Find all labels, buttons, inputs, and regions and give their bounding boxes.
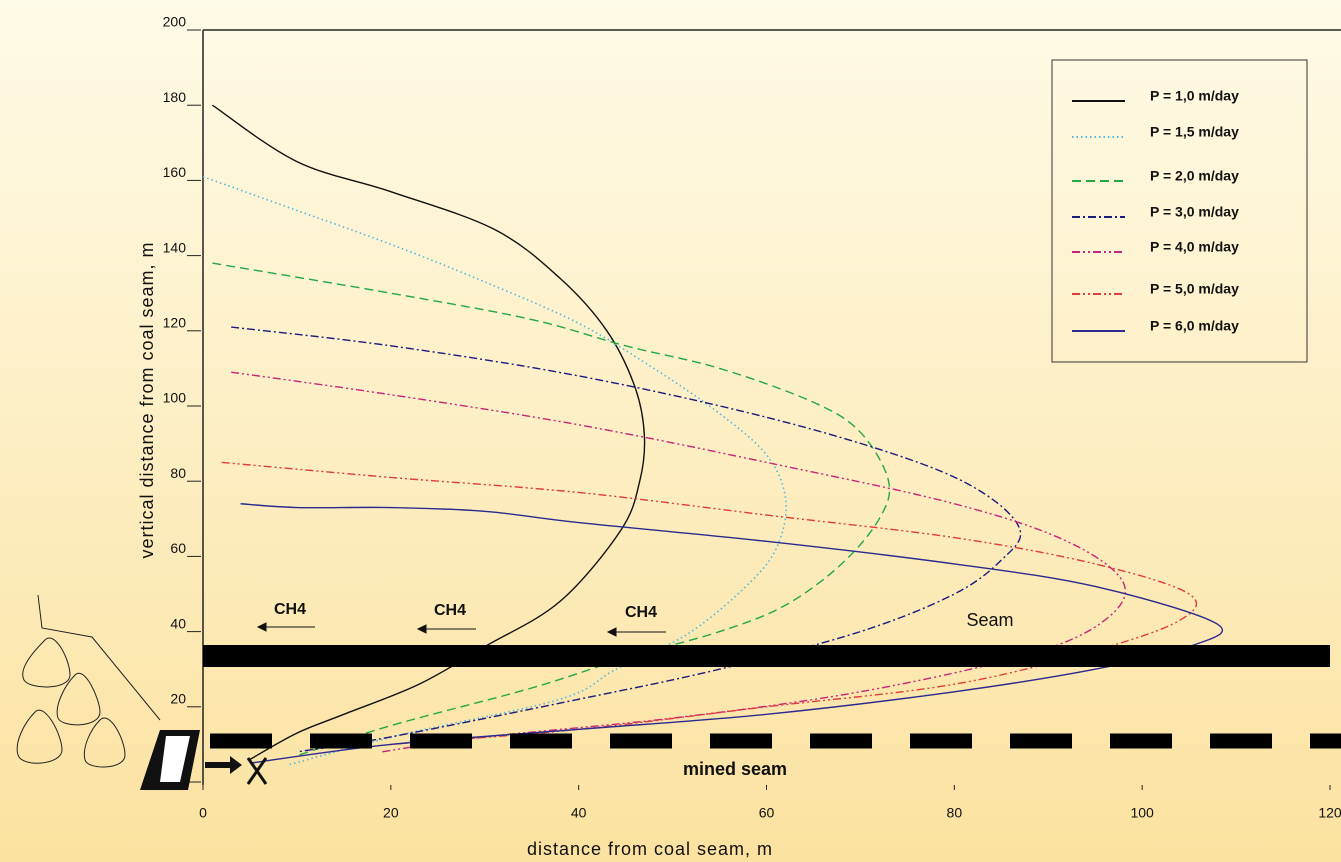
annotation: Seam (966, 610, 1013, 630)
x-tick-label: 100 (1130, 805, 1154, 821)
legend-label: P = 2,0 m/day (1150, 168, 1239, 184)
y-tick-label: 120 (163, 315, 187, 331)
x-tick-label: 20 (383, 805, 399, 821)
legend-label: P = 4,0 m/day (1150, 239, 1239, 255)
y-tick-label: 80 (170, 465, 186, 481)
legend-label: P = 3,0 m/day (1150, 204, 1239, 220)
chart: 0204060801001201401601802000204060801001… (0, 0, 1341, 862)
y-axis-label: vertical distance from coal seam, m (137, 241, 157, 558)
y-tick-label: 180 (163, 89, 187, 105)
x-tick-label: 60 (759, 805, 775, 821)
y-tick-label: 40 (170, 615, 186, 631)
y-tick-label: 60 (170, 540, 186, 556)
annotation: CH4 (434, 602, 466, 619)
y-tick-label: 200 (163, 14, 187, 30)
page: {"chart_data": {"type": "line", "x_label… (0, 0, 1341, 862)
annotation: CH4 (274, 601, 306, 618)
legend-label: P = 1,5 m/day (1150, 124, 1239, 140)
annotation: CH4 (625, 604, 657, 621)
background (0, 0, 1341, 862)
x-tick-label: 120 (1318, 805, 1341, 821)
legend-label: P = 5,0 m/day (1150, 281, 1239, 297)
y-tick-label: 140 (163, 239, 187, 255)
y-tick-label: 160 (163, 164, 187, 180)
y-tick-label: 20 (170, 691, 186, 707)
seam-bar (203, 645, 1330, 667)
x-tick-label: 80 (947, 805, 963, 821)
x-tick-label: 40 (571, 805, 587, 821)
x-axis-label: distance from coal seam, m (527, 839, 773, 859)
annotation: mined seam (683, 759, 787, 779)
legend-label: P = 6,0 m/day (1150, 318, 1239, 334)
x-tick-label: 0 (199, 805, 207, 821)
legend-label: P = 1,0 m/day (1150, 88, 1239, 104)
y-tick-label: 100 (163, 390, 187, 406)
